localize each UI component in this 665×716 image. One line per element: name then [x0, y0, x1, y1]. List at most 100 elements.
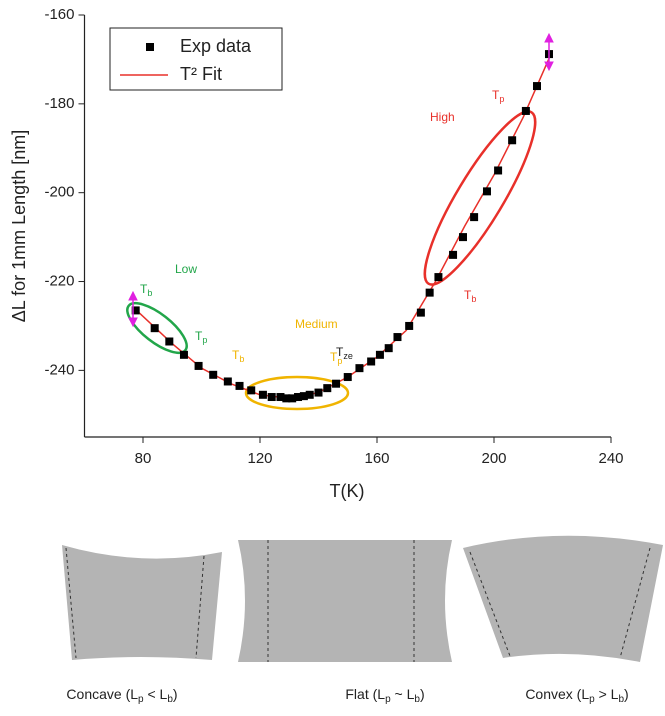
y-axis-title: ΔL for 1mm Length [nm] — [9, 130, 29, 322]
x-tick-label: 80 — [135, 450, 152, 467]
annotation-text: T — [195, 329, 203, 343]
caption-sub: p — [385, 694, 391, 705]
data-point — [434, 273, 443, 282]
caption-text: ) — [420, 686, 425, 702]
data-point — [405, 321, 414, 330]
y-tick-label: -200 — [44, 184, 74, 201]
y-tick-label: -240 — [44, 361, 74, 378]
data-point — [150, 324, 159, 333]
annotation-text: T — [140, 282, 148, 296]
annotation: Medium — [295, 317, 338, 331]
caption: Convex (Lp > Lb) — [525, 686, 628, 705]
caption: Flat (Lp ~ Lb) — [345, 686, 424, 705]
y-tick-label: -180 — [44, 95, 74, 112]
caption-text: ) — [624, 686, 629, 702]
data-point — [299, 392, 308, 401]
data-point — [209, 370, 218, 379]
x-tick-label: 160 — [364, 450, 389, 467]
annotation: Tp — [330, 350, 342, 366]
data-point — [305, 390, 314, 399]
annotation-sub: p — [202, 335, 207, 345]
data-point — [343, 373, 352, 382]
data-point — [288, 394, 297, 403]
data-point — [375, 350, 384, 359]
convex-shape — [463, 535, 663, 662]
annotation-sub: b — [147, 288, 152, 298]
y-tick-label: -160 — [44, 6, 74, 23]
low-ellipse — [126, 301, 188, 355]
data-point — [355, 364, 364, 373]
annotation-text: T — [232, 348, 240, 362]
concave-shape — [62, 545, 222, 660]
data-point — [393, 333, 402, 342]
legend-label: T² Fit — [180, 64, 222, 84]
high-ellipse — [423, 110, 537, 286]
dash-line — [195, 555, 205, 659]
annotation: Tp — [195, 329, 207, 345]
data-point — [267, 393, 276, 402]
data-point — [482, 187, 491, 196]
caption-text: Flat (L — [345, 686, 385, 702]
data-point — [235, 381, 244, 390]
legend-marker — [146, 43, 154, 51]
dash-line — [469, 551, 511, 657]
caption-text: ~ L — [391, 686, 415, 702]
caption-text: Convex (L — [525, 686, 589, 702]
annotation-sub: p — [499, 94, 504, 104]
annotation: Tb — [464, 288, 476, 304]
x-axis-title: T(K) — [330, 481, 365, 501]
data-point — [314, 388, 323, 397]
data-point — [165, 337, 174, 346]
data-point — [521, 106, 530, 115]
caption-sub: p — [138, 694, 144, 705]
caption-sub: b — [414, 694, 420, 705]
data-point — [508, 136, 517, 145]
data-point — [384, 344, 393, 353]
caption: Concave (Lp < Lb) — [66, 686, 177, 705]
data-point — [294, 393, 303, 402]
arrows — [128, 32, 554, 328]
data-point — [131, 306, 140, 315]
data-point — [332, 379, 341, 388]
medium-ellipse — [244, 375, 350, 411]
data-point — [276, 393, 285, 402]
caption-sub: p — [589, 694, 595, 705]
data-point — [323, 384, 332, 393]
annotation-text: T — [464, 288, 472, 302]
data-point — [194, 361, 203, 370]
y-tick-label: -220 — [44, 272, 74, 289]
data-point — [425, 288, 434, 297]
caption-text: ) — [173, 686, 178, 702]
arrow-head — [128, 290, 138, 328]
flat-shape — [238, 540, 452, 662]
annotation: Tp — [492, 88, 504, 104]
data-point — [449, 250, 458, 259]
dash-line — [65, 547, 77, 659]
data-point — [179, 350, 188, 359]
plot — [131, 50, 554, 403]
annotation-text: T — [336, 345, 344, 359]
annotation-text: High — [430, 110, 455, 124]
x-tick-label: 240 — [598, 450, 623, 467]
annotation-sub: b — [471, 294, 476, 304]
annotation-text: Medium — [295, 317, 338, 331]
caption-sub: b — [167, 694, 173, 705]
annotation: Tze — [336, 345, 353, 361]
data-point — [247, 386, 256, 395]
data-point — [494, 166, 503, 175]
annotation: Tb — [140, 282, 152, 298]
annotation-sub: p — [337, 356, 342, 366]
data-point — [532, 82, 541, 91]
annotation-sub: b — [239, 354, 244, 364]
diagrams — [62, 535, 663, 662]
caption-text: > L — [595, 686, 619, 702]
x-tick-label: 200 — [481, 450, 506, 467]
legend-label: Exp data — [180, 36, 252, 56]
x-tick-label: 120 — [247, 450, 272, 467]
data-point — [282, 394, 291, 403]
annotation: Tb — [232, 348, 244, 364]
data-point — [458, 233, 467, 242]
data-point — [416, 308, 425, 317]
data-point — [367, 357, 376, 366]
